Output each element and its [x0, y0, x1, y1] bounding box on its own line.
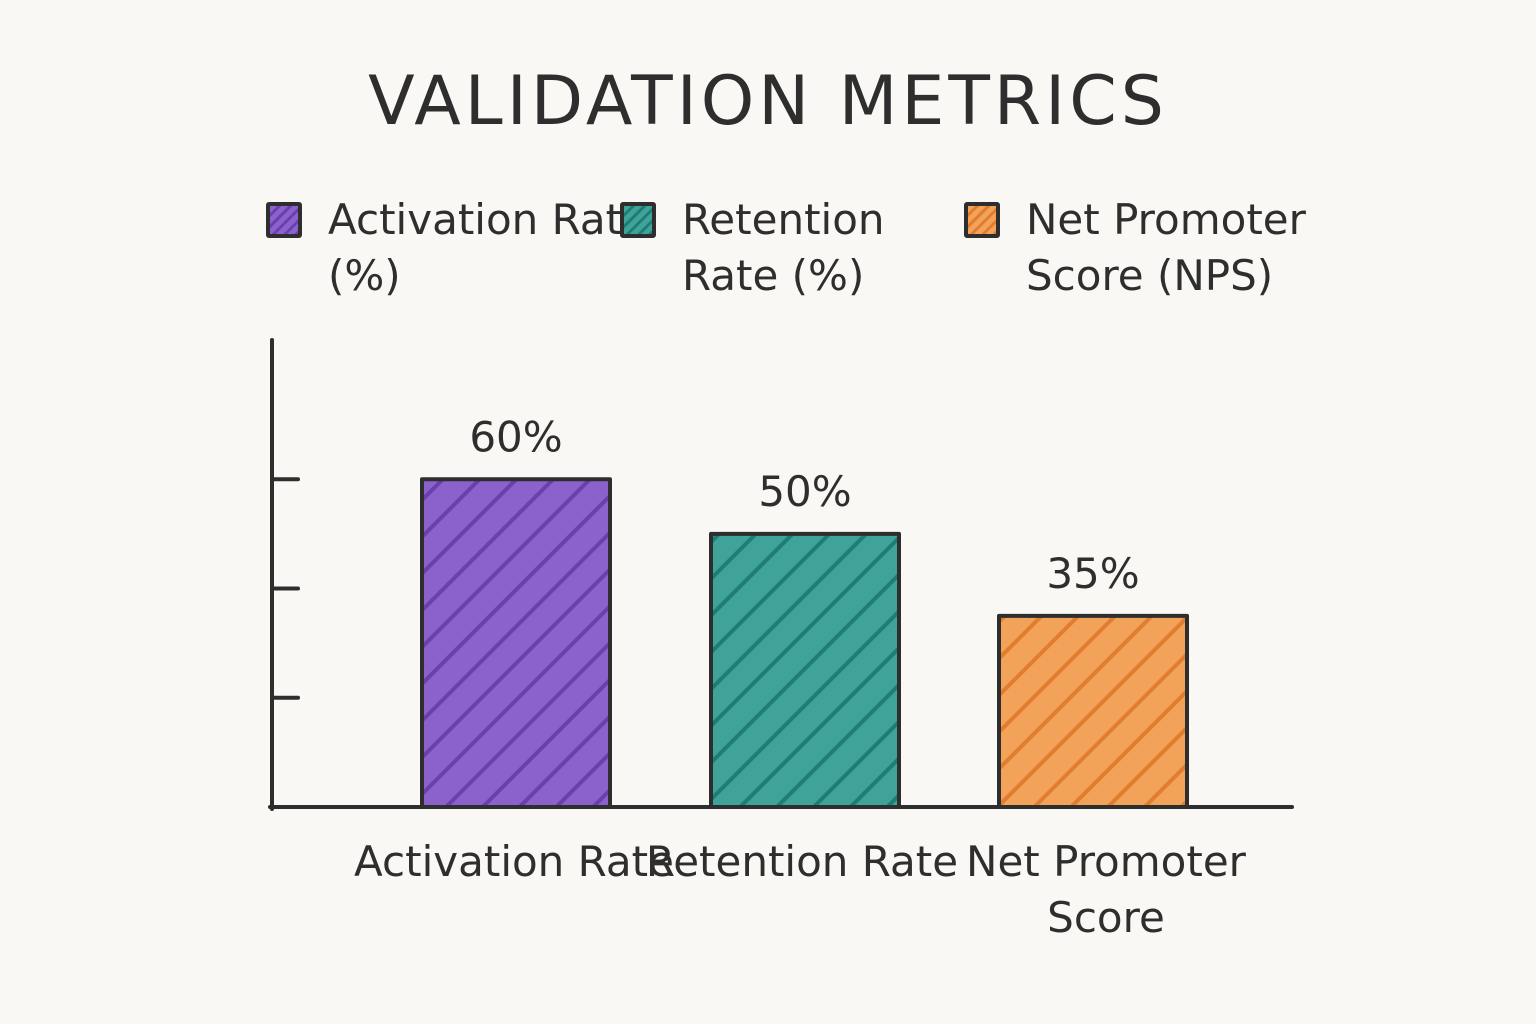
category-label-retention: Retention Rate — [645, 837, 959, 886]
data-label-retention-rate: 50% — [758, 467, 851, 516]
data-label-activation-rate: 60% — [469, 412, 562, 461]
legend-label-activation: Activation Rate (%) — [328, 195, 648, 300]
legend-swatch-nps — [964, 202, 1000, 238]
legend-item-nps: Net Promoter Score (NPS) — [964, 192, 1356, 304]
legend-label-retention: Retention Rate (%) — [682, 195, 885, 300]
category-label-nps: Net Promoter Score — [966, 837, 1246, 942]
bar-retention-rate — [709, 531, 901, 809]
data-label-net-promoter-score: 35% — [1046, 549, 1139, 598]
legend-item-activation: Activation Rate (%) — [266, 192, 658, 304]
chart-title: VALIDATION METRICS — [368, 62, 1168, 141]
legend-item-retention: Retention Rate (%) — [620, 192, 912, 304]
legend-swatch-retention — [620, 202, 656, 238]
chart-legend: Activation Rate (%) Retention Rate (%) N… — [0, 192, 1536, 302]
bar-activation-rate — [420, 477, 612, 809]
bar-net-promoter-score — [997, 613, 1189, 809]
category-label-activation: Activation Rate — [354, 837, 674, 886]
legend-swatch-activation — [266, 202, 302, 238]
legend-label-nps: Net Promoter Score (NPS) — [1026, 195, 1306, 300]
